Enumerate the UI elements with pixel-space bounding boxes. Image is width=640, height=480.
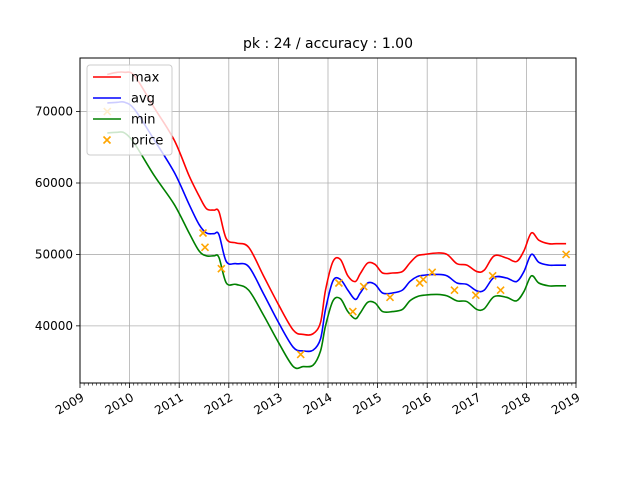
legend: max avg min price — [86, 64, 173, 156]
price-point — [198, 228, 208, 238]
legend-swatch-price — [102, 135, 112, 145]
grid — [80, 58, 576, 383]
price-point — [471, 291, 480, 300]
price-point — [348, 307, 357, 316]
y-tick-label: 60000 — [35, 176, 73, 190]
legend-label-min: min — [131, 113, 156, 128]
y-tick-label: 40000 — [35, 319, 73, 333]
price-point — [217, 264, 226, 273]
price-point — [450, 286, 459, 295]
price-point — [488, 271, 497, 280]
price-point — [334, 278, 343, 288]
series-line-min — [107, 131, 567, 370]
series-line-max — [107, 71, 567, 336]
price-point — [419, 275, 428, 284]
price-point — [428, 268, 437, 277]
price-point — [296, 350, 305, 359]
price-point — [562, 250, 571, 259]
price-point — [496, 286, 505, 295]
legend-label-max: max — [131, 71, 160, 86]
y-tick-label: 50000 — [35, 247, 73, 261]
legend-label-avg: avg — [131, 92, 155, 107]
series-layer — [103, 71, 571, 370]
price-point — [359, 282, 368, 291]
y-tick-label: 70000 — [35, 105, 73, 119]
price-point — [200, 243, 210, 252]
chart-title: pk : 24 / accuracy : 1.00 — [243, 36, 413, 52]
legend-label-price: price — [131, 134, 163, 149]
price-point — [385, 293, 395, 302]
legend-box — [86, 64, 173, 156]
